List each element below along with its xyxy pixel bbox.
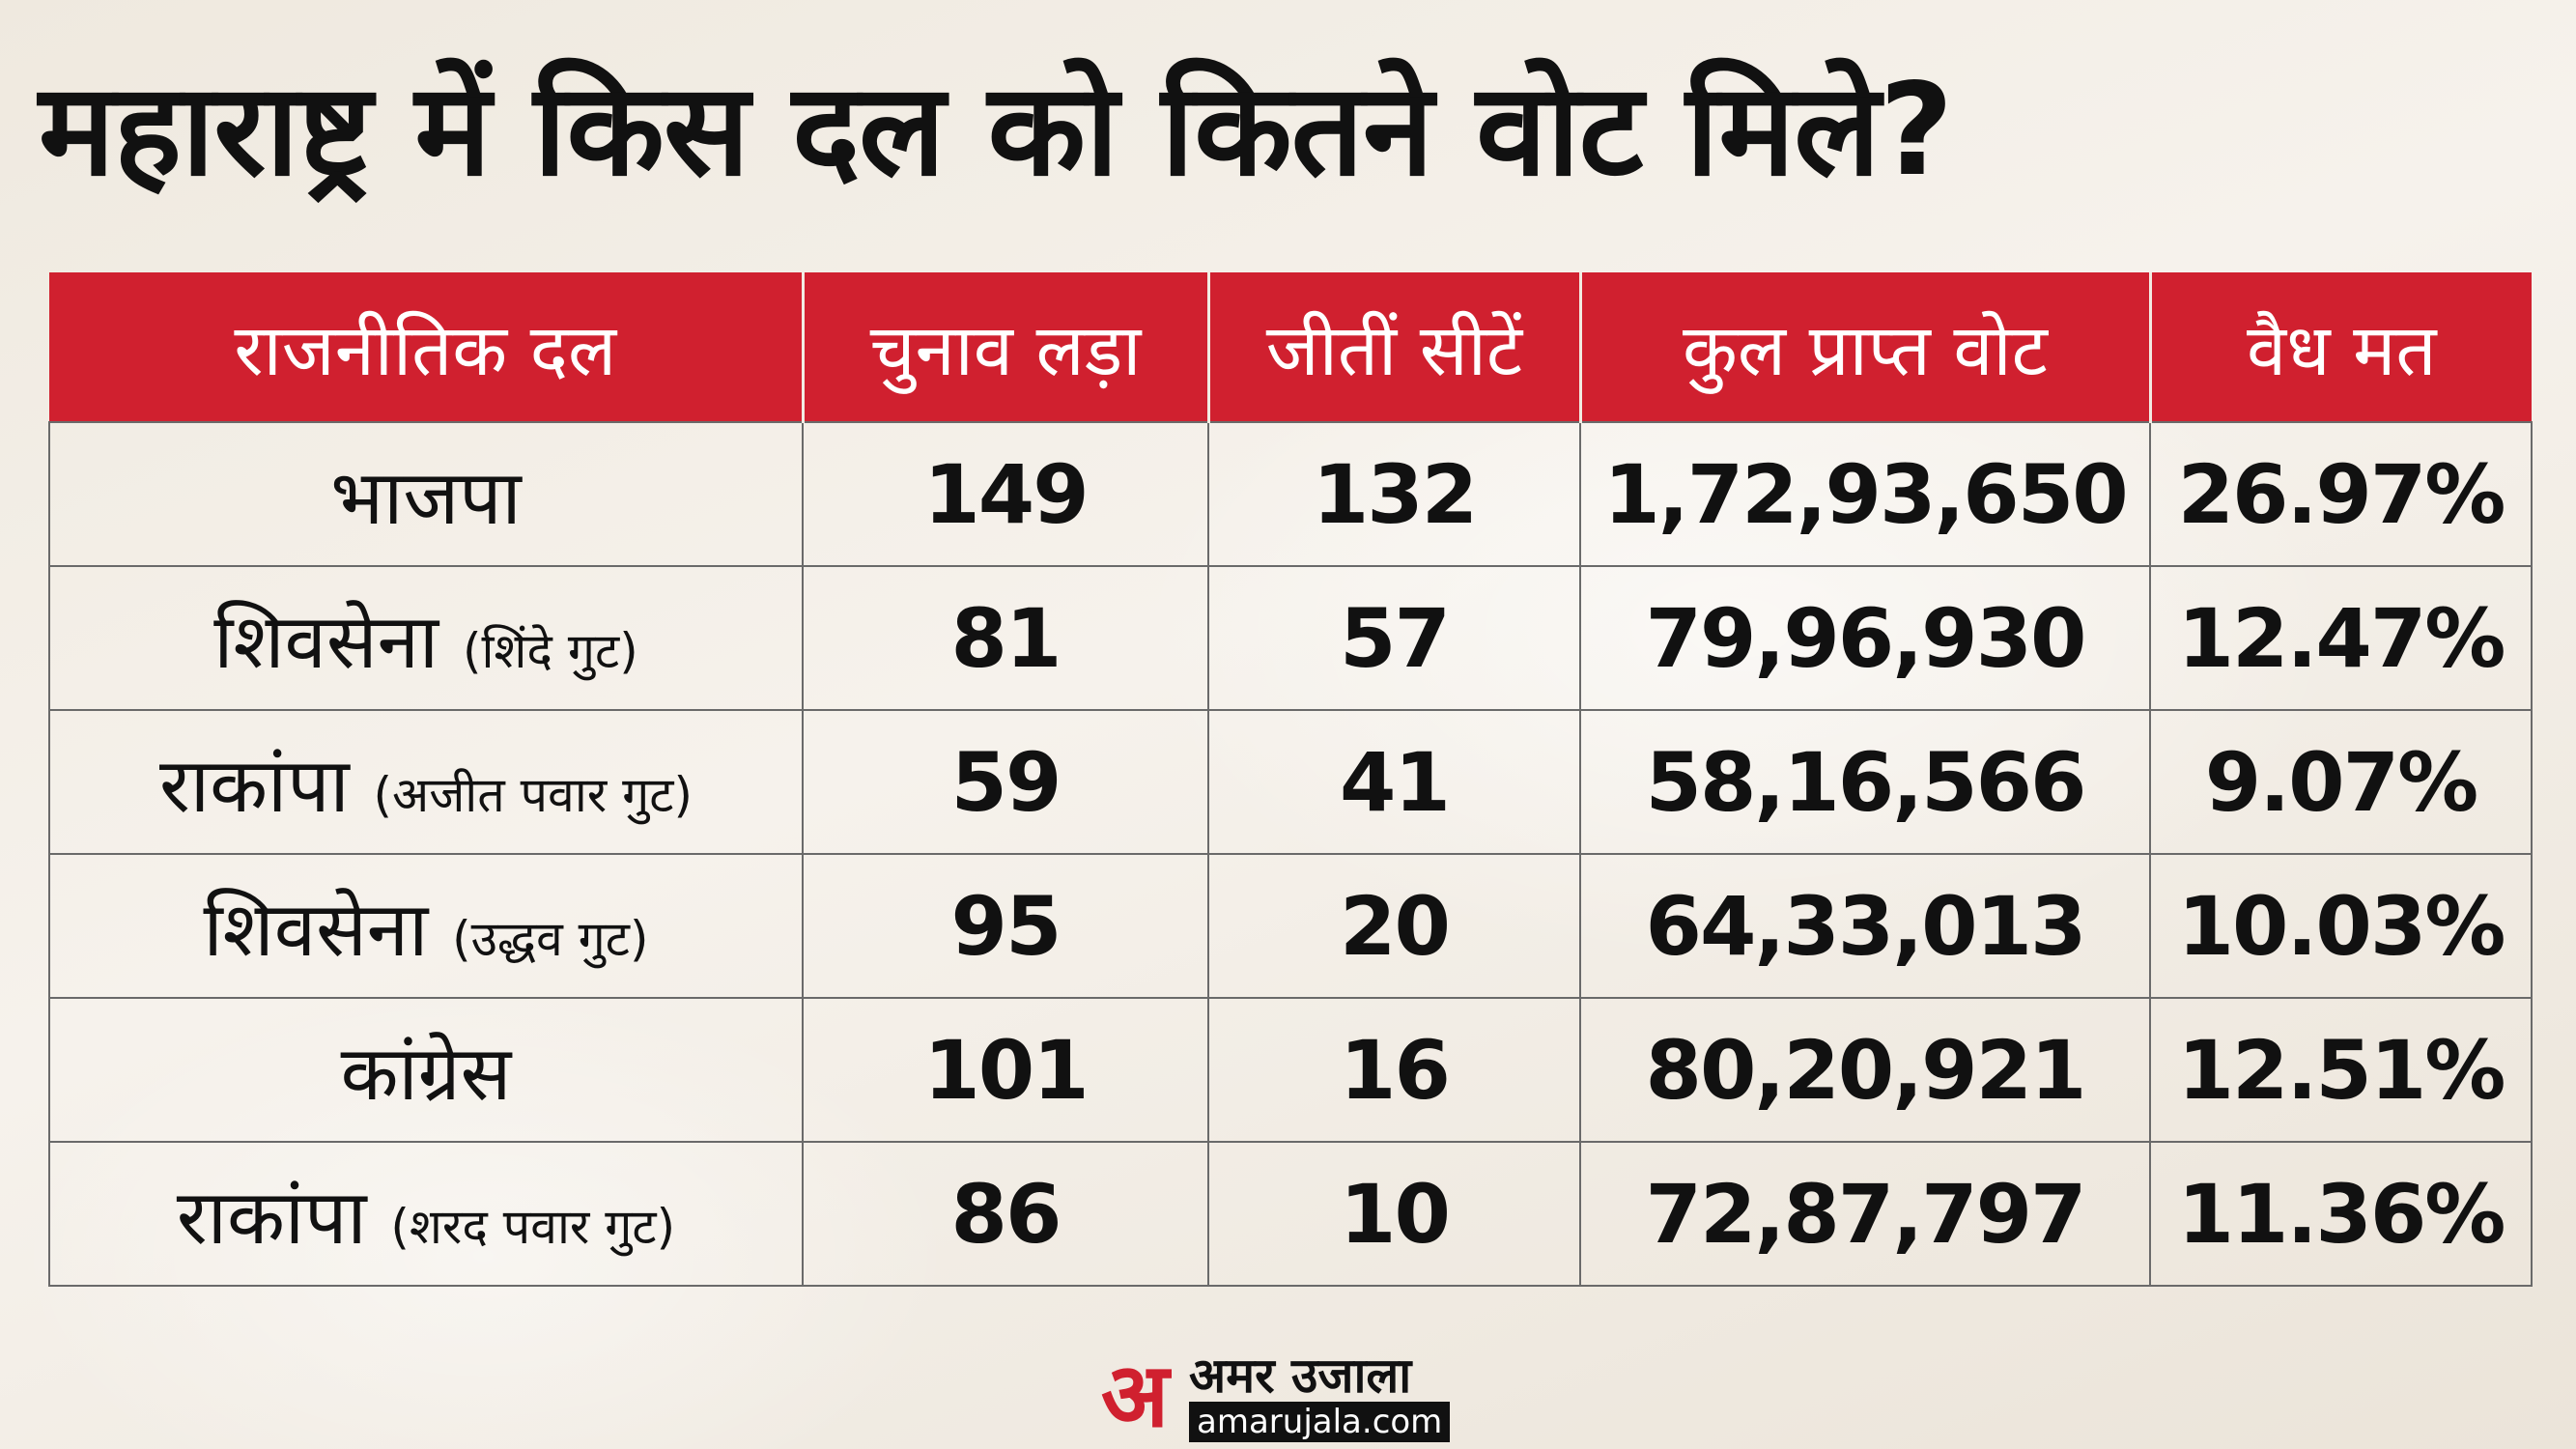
- table-row: भाजपा 149 132 1,72,93,650 26.97%: [48, 421, 2533, 567]
- votes-cell: 79,96,930: [1579, 565, 2151, 711]
- page-title: महाराष्ट्र में किस दल को कितने वोट मिले?: [39, 56, 1953, 205]
- votes-cell: 1,72,93,650: [1579, 421, 2151, 567]
- party-name: कांग्रेस: [340, 1030, 512, 1118]
- won-cell: 16: [1207, 997, 1581, 1143]
- share-cell: 10.03%: [2149, 853, 2533, 999]
- party-faction: (शिंदे गुट): [462, 622, 638, 679]
- party-cell: भाजपा: [48, 421, 804, 567]
- party-cell: राकांपा (अजीत पवार गुट): [48, 709, 804, 855]
- party-name: राकांपा: [158, 742, 350, 830]
- party-cell: कांग्रेस: [48, 997, 804, 1143]
- contested-cell: 149: [802, 421, 1209, 567]
- contested-cell: 86: [802, 1141, 1209, 1287]
- votes-cell: 64,33,013: [1579, 853, 2151, 999]
- contested-cell: 95: [802, 853, 1209, 999]
- table-row: राकांपा (शरद पवार गुट) 86 10 72,87,797 1…: [48, 1141, 2533, 1287]
- share-cell: 26.97%: [2149, 421, 2533, 567]
- table-row: शिवसेना (उद्धव गुट) 95 20 64,33,013 10.0…: [48, 853, 2533, 999]
- header-contested: चुनाव लड़ा: [803, 272, 1210, 422]
- party-cell: राकांपा (शरद पवार गुट): [48, 1141, 804, 1287]
- party-name: भाजपा: [330, 454, 522, 542]
- share-cell: 9.07%: [2149, 709, 2533, 855]
- votes-cell: 80,20,921: [1579, 997, 2151, 1143]
- contested-cell: 101: [802, 997, 1209, 1143]
- party-faction: (शरद पवार गुट): [390, 1198, 676, 1255]
- election-results-table: राजनीतिक दल चुनाव लड़ा जीतीं सीटें कुल प…: [48, 272, 2533, 1287]
- party-name: शिवसेना: [213, 598, 439, 686]
- won-cell: 10: [1207, 1141, 1581, 1287]
- header-share: वैध मत: [2246, 308, 2437, 392]
- party-cell: शिवसेना (उद्धव गुट): [48, 853, 804, 999]
- won-cell: 41: [1207, 709, 1581, 855]
- party-faction: (अजीत पवार गुट): [373, 766, 694, 823]
- contested-cell: 81: [802, 565, 1209, 711]
- won-cell: 57: [1207, 565, 1581, 711]
- logo-text: अमर उजाला amarujala.com: [1189, 1348, 1451, 1442]
- header-won: जीतीं सीटें: [1208, 272, 1582, 422]
- party-faction: (उद्धव गुट): [452, 910, 649, 967]
- party-cell: शिवसेना (शिंदे गुट): [48, 565, 804, 711]
- party-name: शिवसेना: [203, 886, 429, 974]
- contested-cell: 59: [802, 709, 1209, 855]
- votes-cell: 58,16,566: [1579, 709, 2151, 855]
- won-cell: 132: [1207, 421, 1581, 567]
- logo-url: amarujala.com: [1189, 1402, 1451, 1442]
- amar-ujala-logo-mark: अ: [1100, 1344, 1170, 1447]
- table-row: कांग्रेस 101 16 80,20,921 12.51%: [48, 997, 2533, 1143]
- header-party: राजनीतिक दल: [49, 272, 805, 422]
- party-name: राकांपा: [176, 1174, 367, 1262]
- share-cell: 11.36%: [2149, 1141, 2533, 1287]
- logo-name: अमर उजाला: [1189, 1348, 1412, 1404]
- votes-cell: 72,87,797: [1579, 1141, 2151, 1287]
- table-row: राकांपा (अजीत पवार गुट) 59 41 58,16,566 …: [48, 709, 2533, 855]
- share-cell: 12.47%: [2149, 565, 2533, 711]
- table-header-row: राजनीतिक दल चुनाव लड़ा जीतीं सीटें कुल प…: [49, 272, 2532, 422]
- won-cell: 20: [1207, 853, 1581, 999]
- amar-ujala-logo: अ अमर उजाला amarujala.com: [1087, 1348, 1492, 1444]
- table-row: शिवसेना (शिंदे गुट) 81 57 79,96,930 12.4…: [48, 565, 2533, 711]
- share-cell: 12.51%: [2149, 997, 2533, 1143]
- header-votes: कुल प्राप्त वोट: [1580, 272, 2152, 422]
